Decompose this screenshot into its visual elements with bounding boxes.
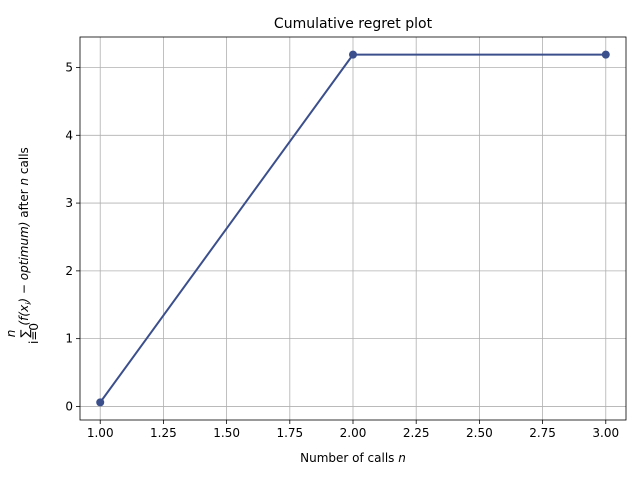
y-tick-label: 4 [65, 128, 73, 142]
y-axis-title: n ∑ i=0 (f(xi) − optimum) after n calls [4, 147, 41, 344]
x-tick-label: 2.25 [403, 426, 430, 440]
y-axis-ticks: 0 1 2 3 4 5 [65, 61, 80, 413]
y-tick-label: 1 [65, 332, 73, 346]
x-tick-label: 1.00 [87, 426, 114, 440]
series-layer [96, 50, 610, 407]
y-axis-sum-lower: i=0 [27, 323, 41, 344]
x-tick-label: 1.50 [213, 426, 240, 440]
grid [80, 37, 626, 420]
x-axis-title-variable: n [398, 451, 406, 465]
data-point [349, 50, 357, 59]
y-axis-title-expr-tail: ) − optimum) [17, 222, 31, 304]
x-tick-label: 2.50 [466, 426, 493, 440]
x-axis-title: Number of calls n [300, 451, 406, 465]
y-tick-label: 0 [65, 399, 73, 413]
y-axis-title-text: (f(xi) − optimum) after n calls [17, 147, 33, 325]
y-axis-title-subscript: i [24, 302, 33, 305]
data-point [601, 50, 610, 59]
y-axis-title-tail: calls [17, 147, 31, 178]
x-tick-label: 1.75 [276, 426, 303, 440]
y-axis-sum-sign: ∑ [18, 329, 32, 337]
x-tick-label: 2.00 [340, 426, 367, 440]
x-tick-label: 2.75 [529, 426, 556, 440]
y-tick-label: 3 [65, 196, 73, 210]
y-tick-label: 5 [65, 61, 73, 75]
y-tick-label: 2 [65, 264, 73, 278]
y-axis-sum-upper: n [4, 330, 18, 338]
x-tick-label: 1.25 [150, 426, 177, 440]
x-axis-ticks: 1.00 1.25 1.50 1.75 2.00 2.25 2.50 2.75 3.00 [87, 420, 619, 440]
data-point [96, 398, 105, 407]
x-tick-label: 3.00 [592, 426, 619, 440]
y-axis-title-variable: n [17, 178, 31, 186]
x-axis-title-prefix: Number of calls [300, 451, 398, 465]
y-axis-title-expr: (f(x [17, 304, 31, 326]
chart-title: Cumulative regret plot [274, 16, 433, 32]
y-axis-title-after: after [17, 186, 31, 222]
